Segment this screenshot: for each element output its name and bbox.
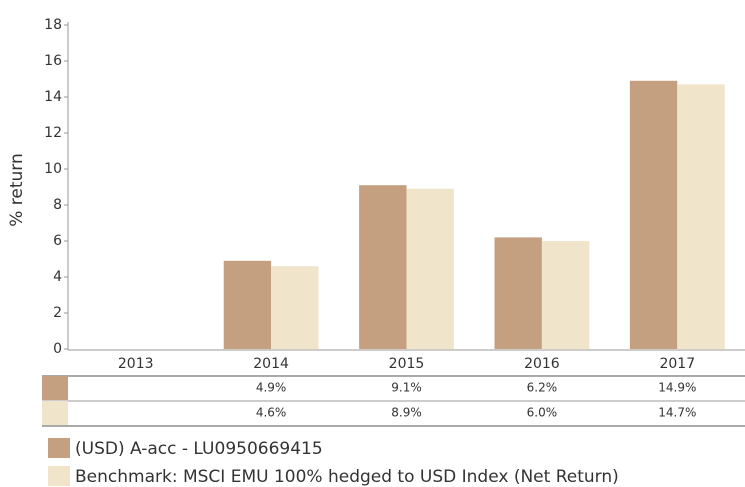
y-tick-label: 8 — [53, 197, 62, 213]
legend-swatch — [48, 466, 70, 486]
legend-swatch — [48, 438, 70, 458]
x-tick-label: 2013 — [118, 356, 154, 372]
y-tick-label: 12 — [44, 125, 62, 141]
x-tick-label: 2015 — [389, 356, 425, 372]
table-value: 8.9% — [391, 406, 422, 420]
table-swatch — [42, 401, 68, 425]
legend-label: Benchmark: MSCI EMU 100% hedged to USD I… — [75, 467, 619, 487]
y-tick-label: 14 — [44, 89, 62, 105]
table-swatch — [42, 376, 68, 400]
legend-label: (USD) A-acc - LU0950669415 — [75, 439, 323, 459]
x-tick-label: 2016 — [524, 356, 560, 372]
y-axis-label: % return — [7, 153, 27, 227]
table-value: 4.9% — [256, 381, 287, 395]
y-tick-label: 0 — [53, 341, 62, 357]
table-value: 9.1% — [391, 381, 422, 395]
bar — [271, 266, 319, 349]
table-value: 4.6% — [256, 406, 287, 420]
y-tick-label: 4 — [53, 269, 62, 285]
y-tick-label: 10 — [44, 161, 62, 177]
bar — [359, 185, 407, 349]
y-tick-label: 2 — [53, 305, 62, 321]
bar — [677, 84, 725, 350]
y-tick-label: 18 — [44, 17, 62, 33]
bar — [629, 80, 678, 350]
table-value: 6.2% — [527, 381, 558, 395]
bar — [406, 188, 454, 349]
table-value: 14.9% — [658, 381, 696, 395]
x-tick-label: 2014 — [253, 356, 289, 372]
y-tick-label: 6 — [53, 233, 62, 249]
bar — [541, 241, 590, 349]
bar — [494, 237, 542, 349]
table-value: 6.0% — [527, 406, 558, 420]
table-value: 14.7% — [658, 406, 696, 420]
x-tick-label: 2017 — [659, 356, 695, 372]
y-tick-label: 16 — [44, 53, 62, 69]
bar — [223, 260, 272, 349]
